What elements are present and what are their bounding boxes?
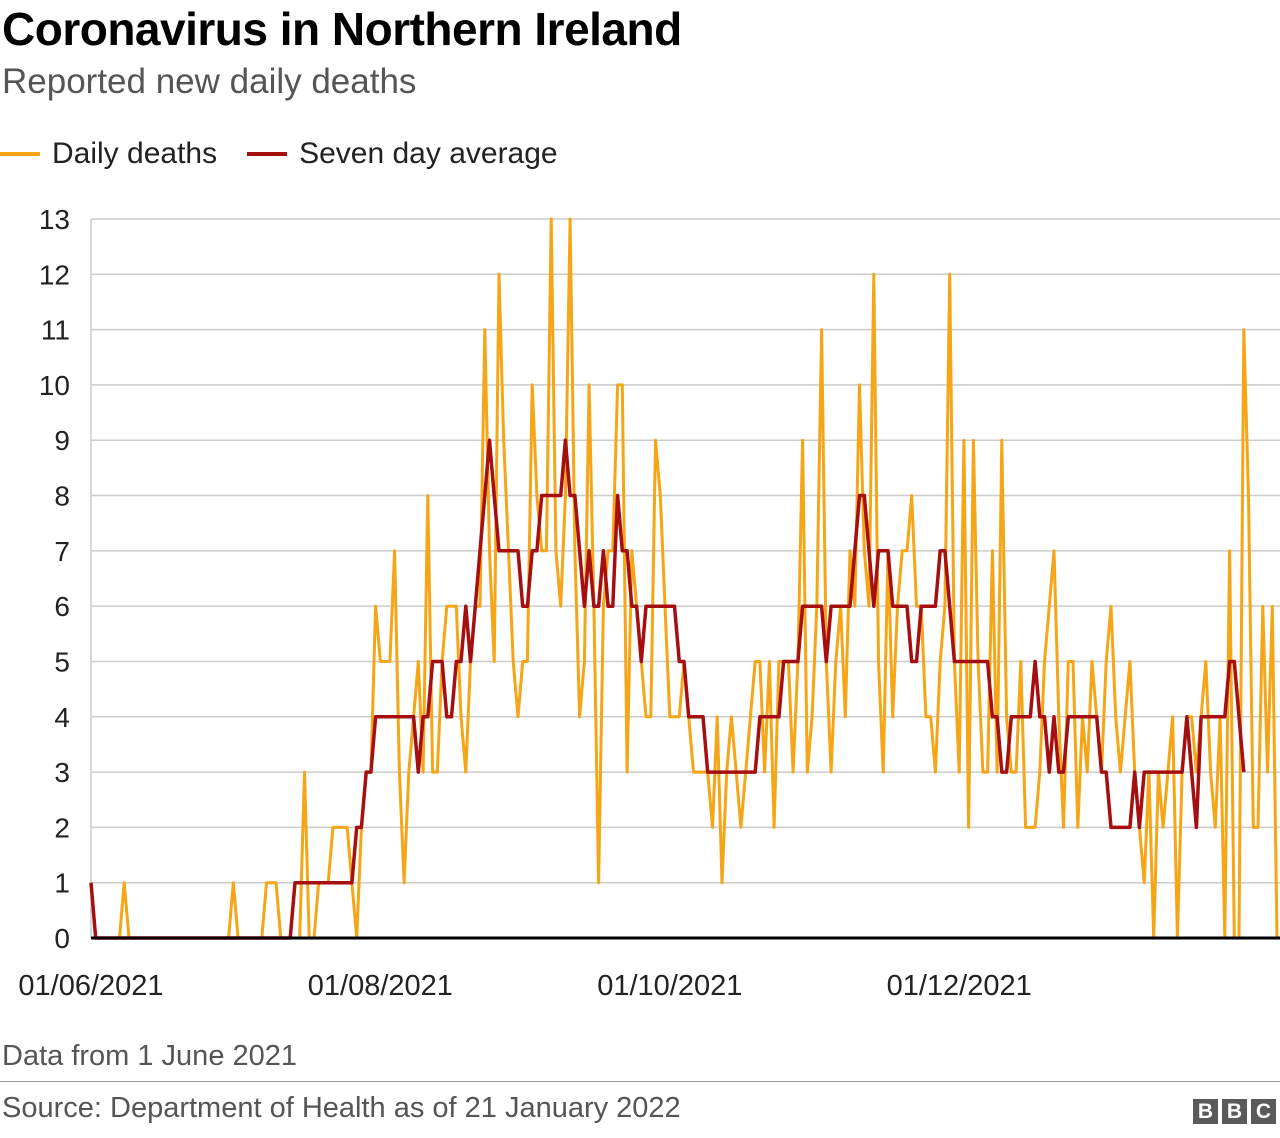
x-tick-label: 01/06/2021 xyxy=(18,970,163,1002)
x-tick-label: 01/08/2021 xyxy=(308,970,453,1002)
logo-block-2: B xyxy=(1222,1099,1247,1124)
legend-swatch-daily xyxy=(0,152,40,156)
y-tick-label: 5 xyxy=(54,646,70,677)
y-tick-label: 9 xyxy=(54,425,70,456)
x-tick-label: 01/12/2021 xyxy=(887,970,1032,1002)
x-tick-label: 01/10/2021 xyxy=(597,970,742,1002)
legend-label-average: Seven day average xyxy=(299,137,558,170)
y-tick-label: 7 xyxy=(54,536,70,567)
series-line-daily-deaths xyxy=(89,217,1279,940)
y-tick-label: 12 xyxy=(39,259,70,290)
logo-block-3: C xyxy=(1251,1099,1276,1124)
footer-divider xyxy=(0,1081,1280,1082)
y-tick-label: 0 xyxy=(54,923,70,954)
chart-title: Coronavirus in Northern Ireland xyxy=(2,3,682,55)
legend-swatch-average xyxy=(247,152,288,156)
y-tick-label: 1 xyxy=(54,868,70,899)
source-text: Source: Department of Health as of 21 Ja… xyxy=(2,1092,681,1124)
gridlines xyxy=(90,218,1280,938)
legend-item-daily: Daily deaths xyxy=(0,137,217,171)
legend-item-average: Seven day average xyxy=(247,137,558,171)
y-tick-label: 13 xyxy=(39,204,70,235)
y-tick-label: 10 xyxy=(39,370,70,401)
y-tick-label: 11 xyxy=(41,315,70,346)
y-tick-label: 6 xyxy=(54,591,70,622)
x-axis-ticks: 01/06/2021 01/08/2021 01/10/2021 01/12/2021 xyxy=(18,970,1031,1002)
bbc-logo: B B C xyxy=(1193,1099,1276,1124)
legend-label-daily: Daily deaths xyxy=(52,137,218,170)
y-tick-label: 3 xyxy=(54,757,70,788)
logo-block-1: B xyxy=(1193,1099,1218,1124)
series-lines xyxy=(89,217,1279,940)
data-note: Data from 1 June 2021 xyxy=(2,1040,298,1072)
y-tick-label: 2 xyxy=(54,812,70,843)
chart-subtitle: Reported new daily deaths xyxy=(2,62,417,101)
y-tick-label: 8 xyxy=(54,481,70,512)
legend: Daily deaths Seven day average xyxy=(0,134,588,174)
y-tick-label: 4 xyxy=(54,702,70,733)
